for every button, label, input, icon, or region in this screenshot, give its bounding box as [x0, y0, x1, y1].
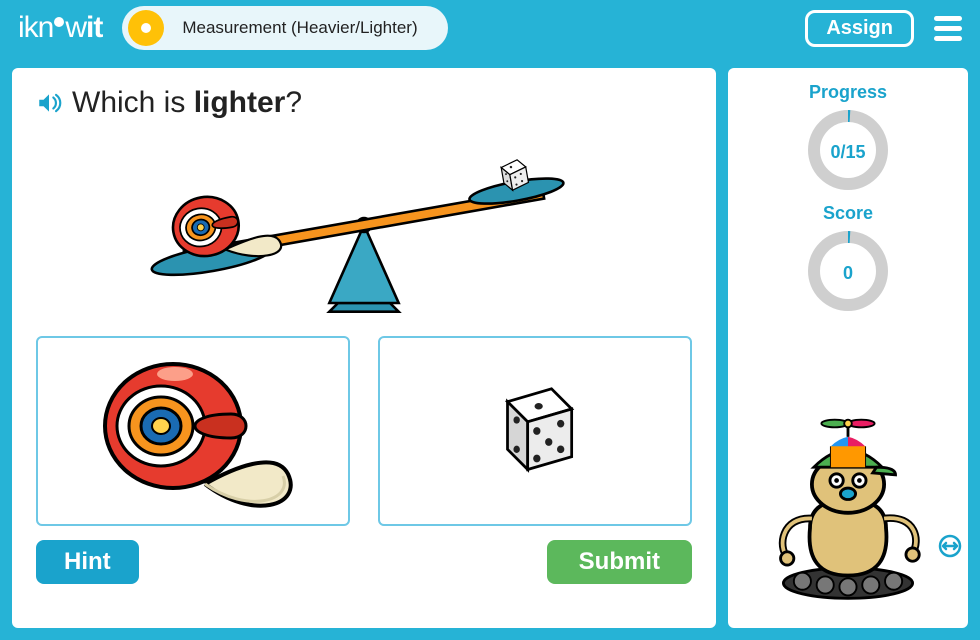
hamburger-menu-icon[interactable] — [934, 11, 962, 46]
action-row: Hint Submit — [36, 540, 692, 584]
topic-title: Measurement (Heavier/Lighter) — [182, 18, 417, 38]
swap-character-icon[interactable] — [938, 534, 962, 558]
header-bar: iknwit Measurement (Heavier/Lighter) Ass… — [0, 0, 980, 56]
logo-text-post: w — [65, 11, 86, 45]
robot-icon — [748, 414, 948, 604]
brand-logo: iknwit — [18, 11, 102, 45]
answer-options — [36, 336, 692, 526]
option-yoyo[interactable] — [36, 336, 350, 526]
progress-ring: 0/15 — [805, 107, 891, 193]
score-value: 0 — [843, 263, 853, 283]
submit-button[interactable]: Submit — [547, 540, 692, 584]
score-ring: 0 — [805, 228, 891, 314]
side-panel: Progress 0/15 Score 0 — [728, 68, 968, 628]
mascot-robot — [736, 414, 960, 614]
question-row: Which is lighter? — [36, 86, 692, 120]
logo-text-bold: it — [86, 11, 102, 45]
topic-pill: Measurement (Heavier/Lighter) — [122, 6, 447, 50]
topic-level-icon — [128, 10, 164, 46]
progress-value: 0/15 — [830, 142, 865, 162]
question-text: Which is lighter? — [72, 86, 302, 120]
question-bold: lighter — [194, 86, 286, 119]
main-panel: Which is lighter? — [12, 68, 716, 628]
yoyo-icon — [73, 346, 313, 516]
score-label: Score — [823, 203, 873, 224]
logo-text-pre: ikn — [18, 11, 53, 45]
progress-label: Progress — [809, 82, 887, 103]
bulb-icon — [54, 17, 64, 27]
speaker-icon[interactable] — [36, 90, 62, 116]
question-suffix: ? — [285, 86, 302, 119]
assign-button[interactable]: Assign — [805, 10, 914, 47]
hint-button[interactable]: Hint — [36, 540, 139, 584]
app-root: iknwit Measurement (Heavier/Lighter) Ass… — [0, 0, 980, 640]
option-dice[interactable] — [378, 336, 692, 526]
body-row: Which is lighter? — [0, 56, 980, 640]
balance-scale-illustration — [36, 120, 692, 330]
dice-icon — [480, 376, 590, 486]
question-prefix: Which is — [72, 86, 194, 119]
